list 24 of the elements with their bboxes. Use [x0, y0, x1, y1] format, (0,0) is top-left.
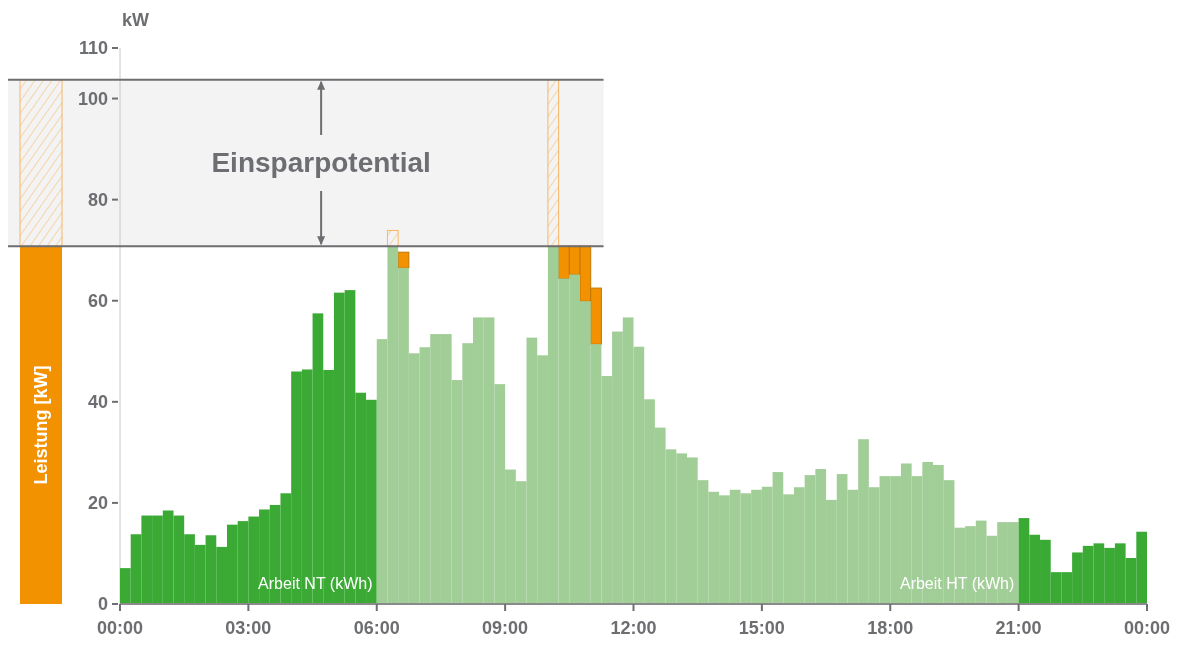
annotation: Arbeit NT (kWh) [258, 574, 373, 592]
y-tick-label: 60 [87, 290, 108, 311]
x-tick-label: 21:00 [995, 618, 1042, 638]
x-tick-label: 12:00 [610, 618, 657, 638]
bar [386, 229, 399, 247]
x-tick-label: 18:00 [867, 618, 914, 638]
y-tick-label: 40 [87, 391, 108, 412]
x-tick-label: 03:00 [225, 618, 272, 638]
text: kW [122, 10, 150, 30]
y-tick-label: 20 [87, 492, 108, 513]
y-tick-label: 80 [87, 189, 108, 210]
x-tick-label: 15:00 [738, 618, 785, 638]
annotation: Arbeit HT (kWh) [899, 574, 1015, 592]
y-tick-label: 0 [97, 594, 108, 614]
y-tick-label: 100 [77, 88, 108, 109]
y-axis-title: Leistung [kW] [31, 365, 51, 485]
x-tick-label: 00:00 [96, 618, 144, 638]
bar [397, 251, 410, 269]
bar [547, 79, 560, 247]
x-tick-label: 00:00 [1123, 618, 1171, 638]
x-tick-label: 09:00 [482, 618, 529, 638]
x-tick-label: 06:00 [353, 618, 400, 638]
y-tick-label: 110 [78, 38, 108, 58]
band-label: Einsparpotential [211, 147, 431, 179]
